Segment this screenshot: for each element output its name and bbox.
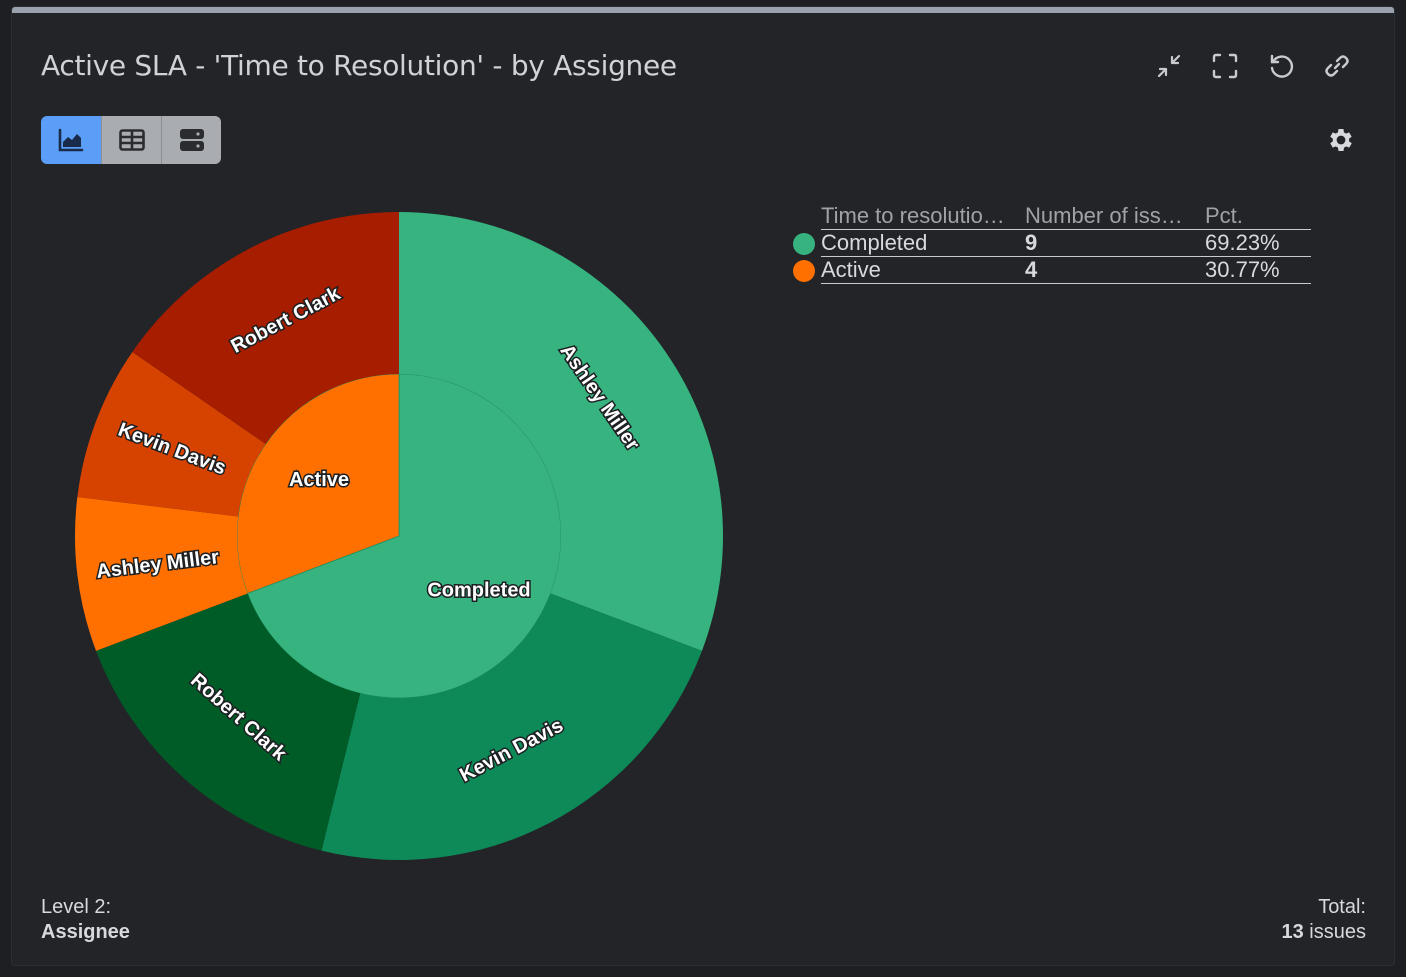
legend-row[interactable]: Completed 9 69.23% (787, 229, 1311, 257)
dashboard-panel: Active SLA - 'Time to Resolution' - by A… (12, 7, 1394, 965)
outer-slice-active-kevin-davis[interactable] (77, 351, 266, 517)
table-icon (118, 129, 145, 151)
total-label: Total: (1318, 896, 1366, 918)
total-unit: issues (1303, 921, 1366, 943)
outer-slice-completed-kevin-davis[interactable] (321, 593, 702, 860)
legend-count: 4 (1025, 256, 1205, 284)
level-indicator: Level 2: Assignee (41, 895, 130, 945)
total-count: 13 (1281, 921, 1304, 943)
table-view-button[interactable] (101, 116, 161, 164)
outer-slice-completed-robert-clark[interactable] (96, 593, 361, 851)
area-chart-icon (58, 128, 84, 152)
legend-swatch (793, 260, 815, 283)
legend-header-count[interactable]: Number of iss… (1025, 203, 1205, 230)
legend-count: 9 (1025, 229, 1205, 257)
total-indicator: Total: 13 issues (1282, 895, 1367, 945)
gear-icon[interactable] (1326, 125, 1356, 155)
legend-row[interactable]: Active 4 30.77% (787, 256, 1311, 284)
outer-slice-active-robert-clark[interactable] (132, 212, 400, 444)
level-value: Assignee (41, 921, 130, 943)
panel-title: Active SLA - 'Time to Resolution' - by A… (41, 49, 677, 82)
level-label: Level 2: (41, 896, 112, 918)
fullscreen-icon[interactable] (1210, 51, 1240, 81)
server-list-icon (179, 129, 204, 151)
legend-swatch (793, 233, 815, 256)
inner-slice-completed[interactable] (247, 373, 562, 699)
link-icon[interactable] (1322, 51, 1352, 81)
legend-header-category[interactable]: Time to resolutio… (821, 203, 1025, 230)
legend-label: Active (821, 256, 1025, 284)
legend-label: Completed (821, 229, 1025, 257)
list-view-button[interactable] (161, 116, 221, 164)
legend-pct: 30.77% (1205, 256, 1311, 284)
inner-label-completed: Completed (427, 579, 530, 601)
inner-label-active: Active (289, 469, 349, 491)
outer-slice-active-ashley-miller[interactable] (75, 496, 248, 651)
outer-slice-completed-ashley-miller[interactable] (399, 212, 724, 651)
refresh-icon[interactable] (1266, 51, 1296, 81)
legend-header-pct[interactable]: Pct. (1205, 203, 1311, 230)
chart-legend: Time to resolutio… Number of iss… Pct. C… (787, 203, 1311, 284)
chart-view-button[interactable] (41, 116, 101, 164)
legend-pct: 69.23% (1205, 229, 1311, 257)
view-mode-toggle (41, 116, 221, 164)
panel-toolbar (1154, 51, 1352, 81)
collapse-icon[interactable] (1154, 51, 1184, 81)
